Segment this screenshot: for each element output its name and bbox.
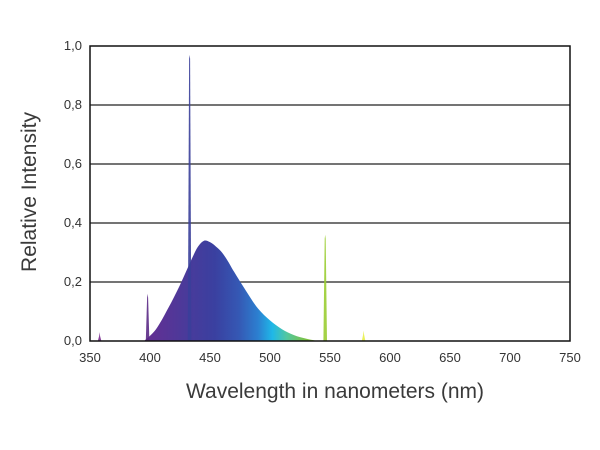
x-tick-label: 350	[79, 350, 101, 365]
emission-peak	[145, 293, 150, 341]
x-tick-label: 550	[319, 350, 341, 365]
x-tick-label: 600	[379, 350, 401, 365]
y-tick-label: 0,8	[64, 97, 82, 112]
spectrum-area-layer	[144, 240, 318, 341]
grid-lines	[90, 104, 570, 283]
y-tick-label: 1,0	[64, 38, 82, 53]
x-tick-label: 750	[559, 350, 581, 365]
emission-peak	[323, 234, 327, 341]
x-tick-labels: 350 400 450 500 550 600 650 700 750	[79, 350, 581, 365]
y-axis-label: Relative Intensity	[18, 112, 41, 272]
y-tick-label: 0,0	[64, 333, 82, 348]
x-tick-label: 400	[139, 350, 161, 365]
plot-frame	[89, 45, 571, 342]
x-tick-label: 500	[259, 350, 281, 365]
x-tick-label: 700	[499, 350, 521, 365]
y-tick-label: 0,6	[64, 156, 82, 171]
emission-peak	[97, 332, 102, 341]
y-tick-label: 0,4	[64, 215, 82, 230]
spectrum-area	[144, 240, 318, 341]
y-tick-label: 0,2	[64, 274, 82, 289]
x-tick-label: 450	[199, 350, 221, 365]
emission-peaks	[97, 54, 366, 341]
x-tick-label: 650	[439, 350, 461, 365]
x-axis-label: Wavelength in nanometers (nm)	[186, 380, 484, 403]
y-tick-labels: 0,0 0,2 0,4 0,6 0,8 1,0	[64, 38, 82, 348]
emission-peak	[187, 54, 192, 341]
emission-peak	[361, 330, 366, 341]
